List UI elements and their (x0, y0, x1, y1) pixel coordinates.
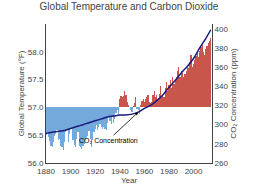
svg-text:CO₂ Concentration (ppm): CO₂ Concentration (ppm) (229, 48, 238, 139)
svg-text:400: 400 (215, 25, 229, 34)
svg-text:Global Temperature and Carbon: Global Temperature and Carbon Dioxide (40, 1, 219, 12)
svg-text:260: 260 (215, 159, 229, 168)
svg-text:Year: Year (121, 176, 138, 185)
svg-text:CO₂ Concentration: CO₂ Concentration (79, 137, 138, 144)
svg-text:360: 360 (215, 63, 229, 72)
svg-text:1920: 1920 (86, 167, 104, 176)
svg-text:1880: 1880 (37, 167, 55, 176)
svg-text:1900: 1900 (62, 167, 80, 176)
svg-text:300: 300 (215, 120, 229, 129)
svg-text:1960: 1960 (135, 167, 153, 176)
svg-text:56.0: 56.0 (28, 159, 44, 168)
svg-text:58.0: 58.0 (28, 48, 44, 57)
svg-text:1980: 1980 (160, 167, 178, 176)
svg-text:57.0: 57.0 (28, 103, 44, 112)
svg-text:320: 320 (215, 101, 229, 110)
svg-text:2000: 2000 (185, 167, 203, 176)
svg-text:380: 380 (215, 44, 229, 53)
svg-text:340: 340 (215, 82, 229, 91)
svg-text:56.5: 56.5 (28, 131, 44, 140)
svg-text:280: 280 (215, 140, 229, 149)
svg-text:57.5: 57.5 (28, 75, 44, 84)
svg-text:1940: 1940 (111, 167, 129, 176)
svg-text:Global Temperature (°F): Global Temperature (°F) (17, 50, 26, 136)
